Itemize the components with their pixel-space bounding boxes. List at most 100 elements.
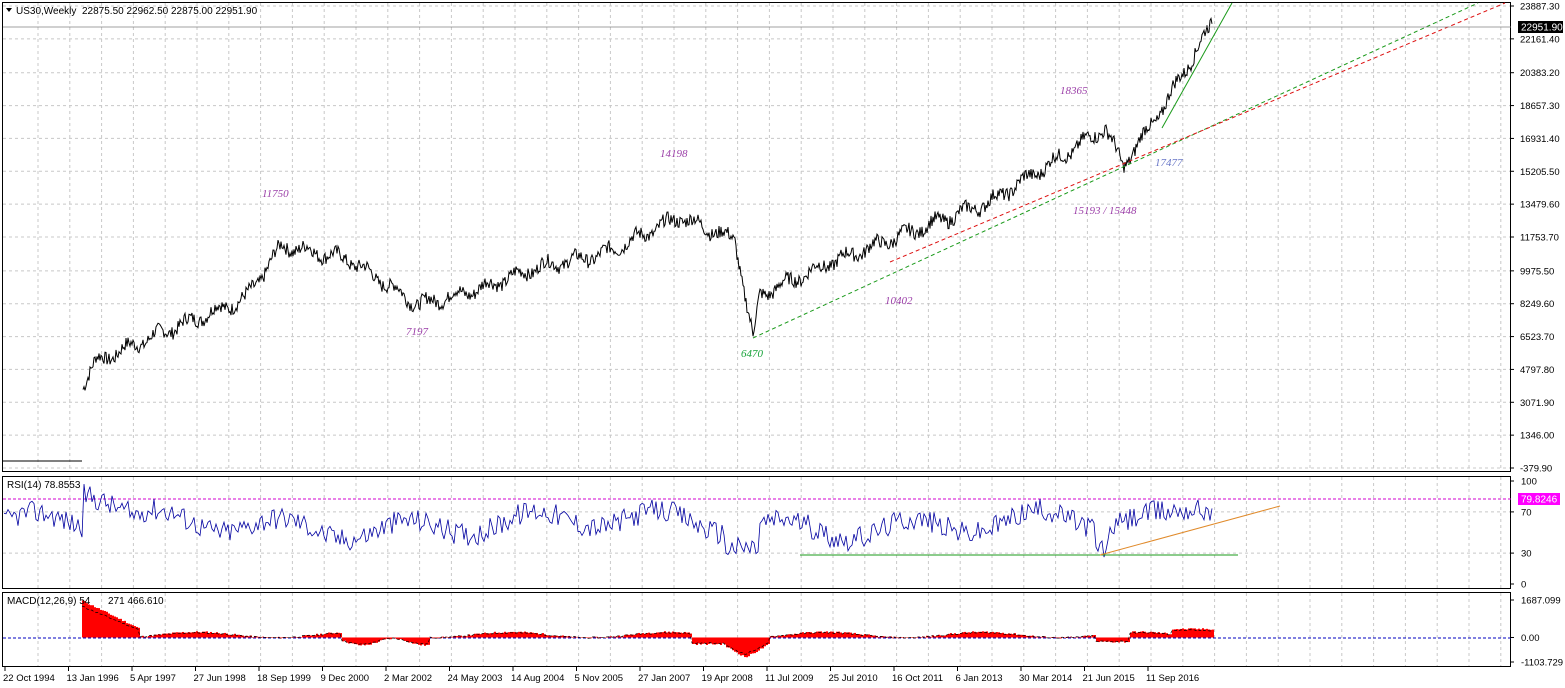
macd-bar xyxy=(1176,629,1178,638)
macd-bar xyxy=(596,636,598,638)
macd-bar xyxy=(454,635,456,638)
macd-bar xyxy=(1190,628,1192,638)
time-label: 5 Apr 1997 xyxy=(130,673,176,684)
macd-bar xyxy=(720,637,722,646)
time-axis: 22 Oct 1994 13 Jan 1996 5 Apr 1997 27 Jun 1… xyxy=(3,667,1199,684)
macd-bar xyxy=(676,632,678,638)
macd-bar xyxy=(522,632,524,638)
macd-bar xyxy=(764,637,766,647)
macd-bar xyxy=(234,633,236,638)
macd-bar xyxy=(536,632,538,638)
macd-bar xyxy=(348,637,350,644)
macd-bar xyxy=(1002,632,1004,638)
macd-bar xyxy=(518,631,520,638)
macd-bar xyxy=(974,631,976,638)
time-label: 27 Jan 2007 xyxy=(638,673,690,684)
macd-bar xyxy=(674,632,676,638)
macd-bar xyxy=(824,631,826,638)
macd-bar xyxy=(956,634,958,638)
price-label: 3071.90 xyxy=(1520,398,1554,409)
macd-bar xyxy=(976,632,978,638)
macd-bar xyxy=(1094,634,1096,638)
macd-bar xyxy=(404,637,406,641)
macd-bar xyxy=(1026,635,1028,638)
macd-bar xyxy=(1168,634,1170,638)
macd-bar xyxy=(970,632,972,638)
macd-bar xyxy=(460,635,462,638)
macd-bar xyxy=(856,633,858,638)
macd-bar xyxy=(770,636,772,638)
macd-bar xyxy=(830,631,832,638)
macd-bar xyxy=(88,604,90,638)
macd-bar xyxy=(870,634,872,638)
macd-bar xyxy=(650,633,652,638)
macd-bar xyxy=(962,632,964,638)
trendlines[interactable] xyxy=(752,2,1506,339)
macd-bar xyxy=(128,623,130,638)
trendline-green-long[interactable] xyxy=(752,2,1479,339)
macd-bar xyxy=(732,637,734,651)
macd-bar xyxy=(332,633,334,638)
macd-bar xyxy=(694,637,696,644)
macd-bar xyxy=(804,633,806,638)
macd-bar xyxy=(750,637,752,654)
macd-bar xyxy=(742,637,744,656)
macd-bar xyxy=(872,635,874,638)
macd-bar xyxy=(1098,637,1100,643)
macd-bar xyxy=(1110,637,1112,643)
time-label: 22 Oct 1994 xyxy=(3,673,55,684)
macd-bar xyxy=(1040,636,1042,638)
macd-bar xyxy=(618,635,620,638)
rsi-tick-label: 0 xyxy=(1521,580,1526,591)
macd-bar xyxy=(1054,637,1056,638)
macd-bar xyxy=(82,600,84,638)
macd-bar xyxy=(166,633,168,638)
macd-bar xyxy=(198,632,200,638)
macd-bar xyxy=(538,634,540,638)
macd-bar xyxy=(1212,629,1214,638)
macd-bar xyxy=(566,636,568,638)
macd-bar xyxy=(296,637,298,638)
macd-bar xyxy=(1114,637,1116,643)
time-label: 14 Aug 2004 xyxy=(511,673,564,684)
macd-bar xyxy=(714,637,716,645)
macd-bar xyxy=(92,605,94,638)
macd-bar xyxy=(1080,637,1082,638)
macd-bar xyxy=(178,632,180,638)
time-label: 9 Dec 2000 xyxy=(321,673,370,684)
macd-bar xyxy=(418,637,420,645)
macd-bar xyxy=(106,611,108,638)
rsi-panel[interactable] xyxy=(2,476,1511,589)
macd-bar xyxy=(124,620,126,638)
macd-panel[interactable] xyxy=(2,592,1511,667)
macd-bar xyxy=(286,637,288,638)
macd-bar xyxy=(378,637,380,642)
chevron-down-icon[interactable] xyxy=(6,8,12,12)
macd-bar xyxy=(640,633,642,638)
macd-bar xyxy=(112,615,114,638)
trendline-red-long[interactable] xyxy=(889,2,1506,263)
macd-bar xyxy=(1126,637,1128,643)
macd-bar xyxy=(1078,636,1080,638)
macd-bar xyxy=(1154,632,1156,638)
rsi-trendline-orange[interactable] xyxy=(1099,505,1281,556)
macd-bar xyxy=(134,626,136,638)
macd-bar xyxy=(184,632,186,638)
macd-bar xyxy=(864,634,866,638)
macd-bar xyxy=(1120,637,1122,642)
macd-bar xyxy=(944,635,946,638)
macd-bar xyxy=(988,632,990,638)
macd-bar xyxy=(790,634,792,638)
label-low-2009: 6470 xyxy=(741,348,764,360)
macd-bar xyxy=(802,632,804,638)
trendline-green-steep[interactable] xyxy=(1161,2,1233,129)
macd-bar xyxy=(542,633,544,638)
macd-bar xyxy=(1020,634,1022,638)
macd-bar xyxy=(1136,632,1138,638)
macd-bar xyxy=(590,637,592,639)
macd-bar xyxy=(1068,636,1070,638)
macd-bar xyxy=(744,637,746,658)
macd-bar xyxy=(1146,632,1148,638)
macd-bar xyxy=(362,637,364,645)
